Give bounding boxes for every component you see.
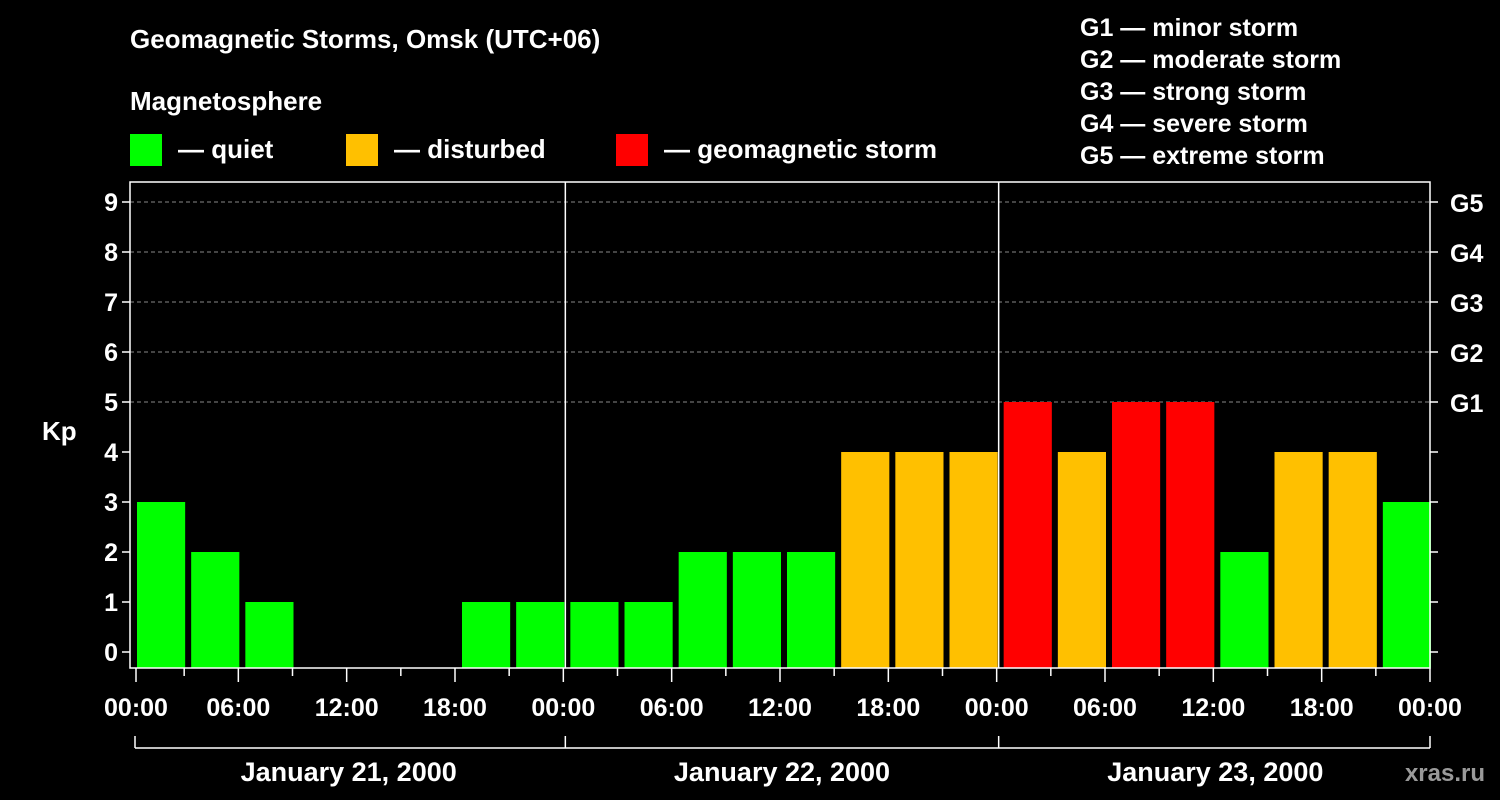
legend-label-quiet: — quiet — [178, 134, 274, 164]
bar-kp-23 — [1382, 502, 1431, 668]
legend-label-disturbed: — disturbed — [394, 134, 546, 164]
bar-kp-17 — [1057, 452, 1106, 668]
x-tick-label-9: 06:00 — [1073, 694, 1137, 722]
g-scale-g4: G4 — severe storm — [1080, 110, 1308, 138]
y-tick-label-3: 3 — [104, 489, 118, 517]
legend-swatch-quiet — [130, 134, 162, 166]
bar-kp-2 — [245, 602, 294, 668]
x-tick-label-2: 12:00 — [315, 694, 379, 722]
day-label-2: January 23, 2000 — [1107, 757, 1323, 787]
y-tick-label-2: 2 — [104, 539, 118, 567]
y-tick-label-0: 0 — [104, 639, 118, 667]
x-tick-label-3: 18:00 — [423, 694, 487, 722]
bar-kp-14 — [895, 452, 944, 668]
y-tick-label-6: 6 — [104, 339, 118, 367]
legend-label-storm: — geomagnetic storm — [664, 134, 938, 164]
y-tick-label-9: 9 — [104, 189, 118, 217]
watermark: xras.ru — [1405, 760, 1485, 787]
g-scale-g1: G1 — minor storm — [1080, 14, 1299, 42]
bar-kp-12 — [787, 552, 836, 668]
x-tick-label-10: 12:00 — [1181, 694, 1245, 722]
x-tick-label-7: 18:00 — [856, 694, 920, 722]
g-scale-g2: G2 — moderate storm — [1080, 46, 1342, 74]
x-tick-label-0: 00:00 — [104, 694, 168, 722]
legend-swatch-disturbed — [346, 134, 378, 166]
bar-kp-16 — [1003, 402, 1052, 668]
bar-kp-13 — [841, 452, 890, 668]
bar-kp-8 — [570, 602, 619, 668]
bar-kp-20 — [1220, 552, 1269, 668]
right-g-label-G3: G3 — [1450, 290, 1483, 318]
day-label-1: January 22, 2000 — [674, 757, 890, 787]
bar-kp-18 — [1112, 402, 1161, 668]
y-tick-label-4: 4 — [104, 439, 118, 467]
y-tick-label-1: 1 — [104, 589, 118, 617]
x-tick-label-12: 00:00 — [1398, 694, 1462, 722]
bar-kp-9 — [624, 602, 673, 668]
right-g-label-G4: G4 — [1450, 240, 1483, 268]
chart-subtitle: Magnetosphere — [130, 86, 323, 116]
right-g-label-G1: G1 — [1450, 390, 1483, 418]
bar-kp-10 — [678, 552, 727, 668]
right-g-label-G2: G2 — [1450, 340, 1483, 368]
y-tick-label-7: 7 — [104, 289, 118, 317]
right-g-label-G5: G5 — [1450, 190, 1483, 218]
day-label-0: January 21, 2000 — [241, 757, 457, 787]
chart-title: Geomagnetic Storms, Omsk (UTC+06) — [130, 24, 601, 54]
x-tick-label-5: 06:00 — [640, 694, 704, 722]
x-tick-label-8: 00:00 — [965, 694, 1029, 722]
bar-kp-19 — [1166, 402, 1215, 668]
bar-kp-1 — [191, 552, 240, 668]
x-tick-label-4: 00:00 — [531, 694, 595, 722]
y-axis-label: Kp — [42, 416, 77, 446]
legend-swatch-storm — [616, 134, 648, 166]
bar-kp-6 — [462, 602, 511, 668]
bar-kp-21 — [1274, 452, 1323, 668]
bar-kp-15 — [949, 452, 998, 668]
y-tick-label-8: 8 — [104, 239, 118, 267]
bar-kp-7 — [516, 602, 565, 668]
g-scale-g3: G3 — strong storm — [1080, 78, 1307, 106]
bar-kp-0 — [137, 502, 186, 668]
x-tick-label-6: 12:00 — [748, 694, 812, 722]
x-tick-label-11: 18:00 — [1290, 694, 1354, 722]
g-scale-g5: G5 — extreme storm — [1080, 142, 1325, 170]
bar-kp-11 — [732, 552, 781, 668]
y-tick-label-5: 5 — [104, 389, 118, 417]
bar-kp-22 — [1328, 452, 1377, 668]
x-tick-label-1: 06:00 — [206, 694, 270, 722]
